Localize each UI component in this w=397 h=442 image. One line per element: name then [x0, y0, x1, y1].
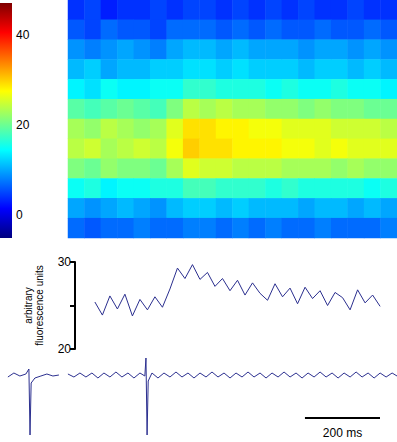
svg-text:30: 30: [58, 255, 72, 269]
svg-text:20: 20: [58, 342, 72, 356]
svg-text:arbitrary: arbitrary: [23, 287, 34, 324]
svg-text:200 ms: 200 ms: [323, 426, 362, 440]
svg-text:fluorescence units: fluorescence units: [34, 265, 45, 346]
svg-text:20: 20: [16, 118, 30, 132]
svg-text:0: 0: [16, 208, 23, 222]
svg-text:40: 40: [16, 28, 30, 42]
